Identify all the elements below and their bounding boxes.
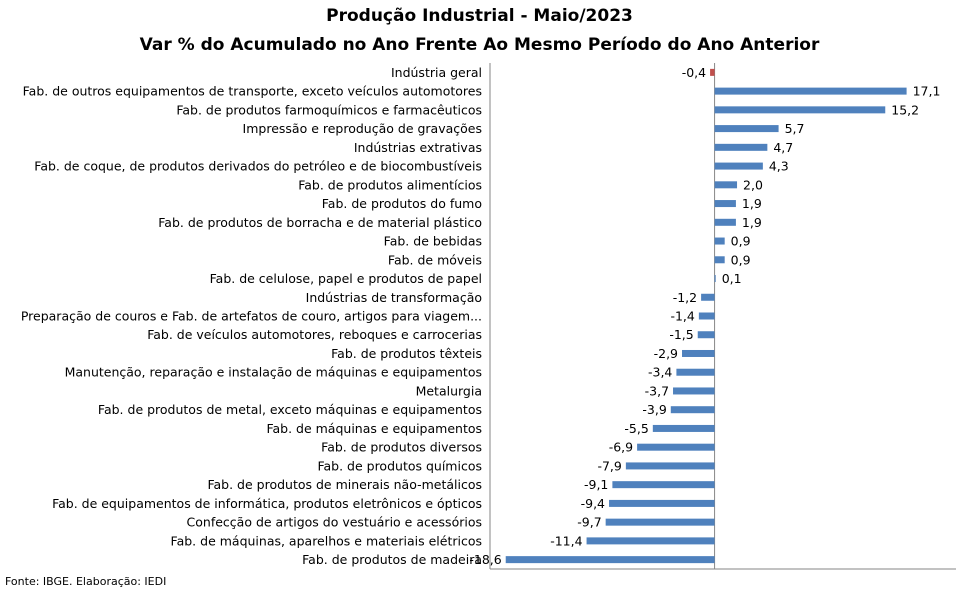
category-label: Fab. de outros equipamentos de transport… — [23, 84, 482, 99]
category-label: Fab. de produtos de metal, exceto máquin… — [98, 402, 482, 417]
bar — [701, 293, 715, 301]
bar — [714, 143, 768, 151]
bar — [714, 181, 738, 189]
data-label: 4,3 — [769, 159, 789, 174]
bar — [714, 106, 886, 114]
data-label: -3,7 — [645, 383, 669, 398]
bar — [625, 462, 715, 470]
category-label: Fab. de móveis — [388, 252, 482, 267]
data-label: -3,9 — [642, 402, 666, 417]
data-label: 0,9 — [731, 234, 751, 249]
bar — [714, 87, 907, 95]
bar — [670, 406, 715, 414]
bar — [605, 518, 715, 526]
bar — [714, 125, 779, 133]
bar — [714, 237, 725, 245]
data-label: 4,7 — [773, 140, 793, 155]
bar — [676, 368, 715, 376]
category-label: Fab. de produtos farmoquímicos e farmacê… — [176, 102, 482, 117]
data-label: -9,7 — [577, 515, 601, 530]
bar — [637, 443, 715, 451]
bar — [714, 256, 725, 264]
category-label: Impressão e reprodução de gravações — [243, 121, 482, 136]
category-label: Fab. de produtos têxteis — [331, 346, 482, 361]
category-label: Fab. de celulose, papel e produtos de pa… — [210, 271, 482, 286]
data-label: -9,1 — [584, 477, 608, 492]
category-label: Indústrias de transformação — [306, 290, 482, 305]
bar — [505, 556, 715, 564]
bar — [714, 162, 763, 170]
chart-title: Produção Industrial - Maio/2023 — [326, 6, 633, 26]
category-label: Fab. de produtos diversos — [321, 440, 482, 455]
data-label: -18,6 — [469, 552, 501, 567]
category-label: Indústria geral — [391, 65, 482, 80]
bar — [714, 218, 736, 226]
data-label: -5,5 — [624, 421, 648, 436]
category-label: Fab. de produtos de borracha e de materi… — [158, 215, 482, 230]
data-label: 1,9 — [742, 215, 762, 230]
category-label: Fab. de bebidas — [384, 234, 482, 249]
category-label: Confecção de artigos do vestuário e aces… — [187, 515, 482, 530]
category-label: Fab. de produtos de minerais não-metálic… — [207, 477, 482, 492]
bar — [697, 331, 715, 339]
category-label: Fab. de coque, de produtos derivados do … — [34, 159, 482, 174]
category-label: Fab. de equipamentos de informática, pro… — [52, 496, 482, 511]
data-label: -1,4 — [670, 309, 694, 324]
bar — [714, 200, 736, 208]
category-label: Metalurgia — [416, 383, 482, 398]
data-label: 15,2 — [891, 102, 919, 117]
bar — [586, 537, 715, 545]
data-label: -1,5 — [669, 327, 693, 342]
bar — [714, 275, 716, 283]
category-label: Fab. de veículos automotores, reboques e… — [147, 327, 482, 342]
data-label: -7,9 — [597, 458, 621, 473]
bar — [612, 481, 715, 489]
source-note: Fonte: IBGE. Elaboração: IEDI — [5, 575, 167, 588]
data-label: 0,9 — [731, 252, 751, 267]
category-label: Fab. de produtos de madeira — [302, 552, 482, 567]
data-label: 2,0 — [743, 177, 763, 192]
data-label: -9,4 — [581, 496, 605, 511]
category-label: Manutenção, reparação e instalação de má… — [65, 365, 482, 380]
bar — [698, 312, 715, 320]
data-label: -6,9 — [609, 440, 633, 455]
data-label: -3,4 — [648, 365, 672, 380]
data-label: 5,7 — [785, 121, 805, 136]
data-label: -11,4 — [550, 533, 582, 548]
bar — [710, 68, 715, 76]
category-label: Preparação de couros e Fab. de artefatos… — [21, 309, 482, 324]
data-label: -0,4 — [682, 65, 706, 80]
data-label: 0,1 — [722, 271, 742, 286]
category-label: Fab. de máquinas e equipamentos — [266, 421, 482, 436]
chart-subtitle: Var % do Acumulado no Ano Frente Ao Mesm… — [139, 35, 820, 55]
bar — [673, 387, 715, 395]
category-label: Indústrias extrativas — [354, 140, 482, 155]
category-label: Fab. de produtos do fumo — [322, 196, 482, 211]
data-label: -1,2 — [673, 290, 697, 305]
bar — [682, 349, 715, 357]
category-label: Fab. de produtos alimentícios — [298, 177, 482, 192]
data-label: 17,1 — [913, 84, 941, 99]
bar — [609, 499, 715, 507]
category-label: Fab. de produtos químicos — [317, 458, 482, 473]
data-label: -2,9 — [654, 346, 678, 361]
data-label: 1,9 — [742, 196, 762, 211]
bar — [652, 424, 715, 432]
category-label: Fab. de máquinas, aparelhos e materiais … — [171, 533, 482, 548]
